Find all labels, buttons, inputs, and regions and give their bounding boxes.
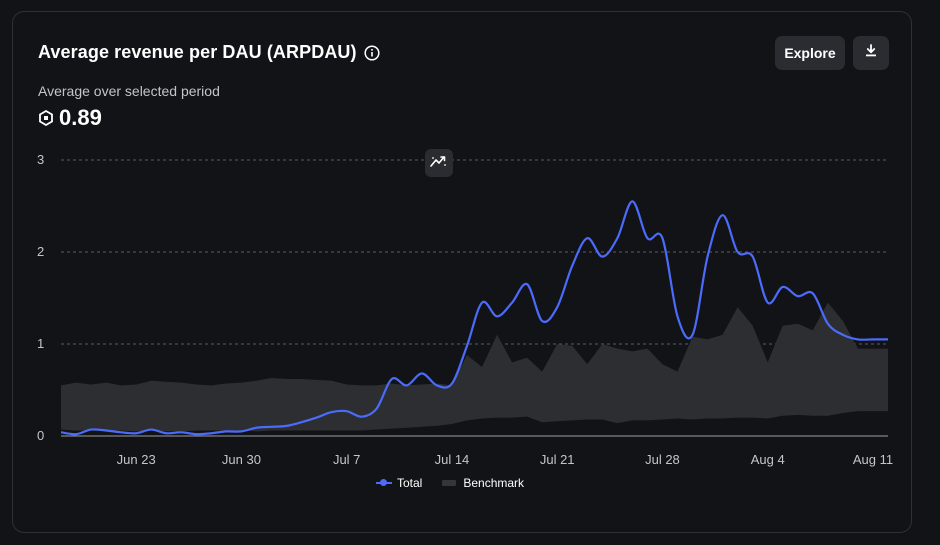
x-tick-label: Jul 14: [435, 452, 470, 467]
x-tick-label: Aug 4: [751, 452, 785, 467]
chart-legend: Total Benchmark: [376, 476, 544, 490]
y-tick-label: 1: [37, 336, 44, 351]
y-tick-label: 2: [37, 244, 44, 259]
x-tick-label: Jul 28: [645, 452, 680, 467]
legend-swatch-total: [376, 478, 392, 488]
metric-value: 0.89: [59, 105, 102, 130]
legend-swatch-benchmark: [442, 480, 457, 486]
trend-icon: [430, 154, 448, 173]
trend-toggle-button[interactable]: [425, 149, 453, 177]
period-subtitle: Average over selected period: [38, 83, 220, 99]
total-series-line: [60, 200, 888, 436]
robux-icon: [38, 109, 54, 127]
x-tick-label: Jul 7: [333, 452, 360, 467]
download-icon: [865, 44, 877, 62]
benchmark-band: [61, 302, 888, 432]
y-tick-label: 0: [37, 428, 44, 443]
download-button[interactable]: [853, 36, 889, 70]
y-tick-label: 3: [37, 152, 44, 167]
legend-item-total[interactable]: Total: [376, 476, 422, 490]
legend-label-benchmark: Benchmark: [463, 476, 525, 490]
title-row: Average revenue per DAU (ARPDAU): [38, 42, 380, 63]
x-tick-label: Jun 30: [222, 452, 261, 467]
legend-label-total: Total: [397, 476, 423, 490]
x-tick-label: Jun 23: [117, 452, 156, 467]
x-tick-label: Jul 21: [540, 452, 575, 467]
x-tick-label: Aug 11: [853, 452, 893, 467]
metric-summary: 0.89: [38, 105, 102, 131]
legend-item-benchmark[interactable]: Benchmark: [442, 476, 524, 490]
explore-button[interactable]: Explore: [775, 36, 845, 70]
chart-card: Average revenue per DAU (ARPDAU) Average…: [12, 11, 912, 533]
info-icon[interactable]: [364, 44, 380, 61]
chart-title: Average revenue per DAU (ARPDAU): [38, 42, 357, 62]
